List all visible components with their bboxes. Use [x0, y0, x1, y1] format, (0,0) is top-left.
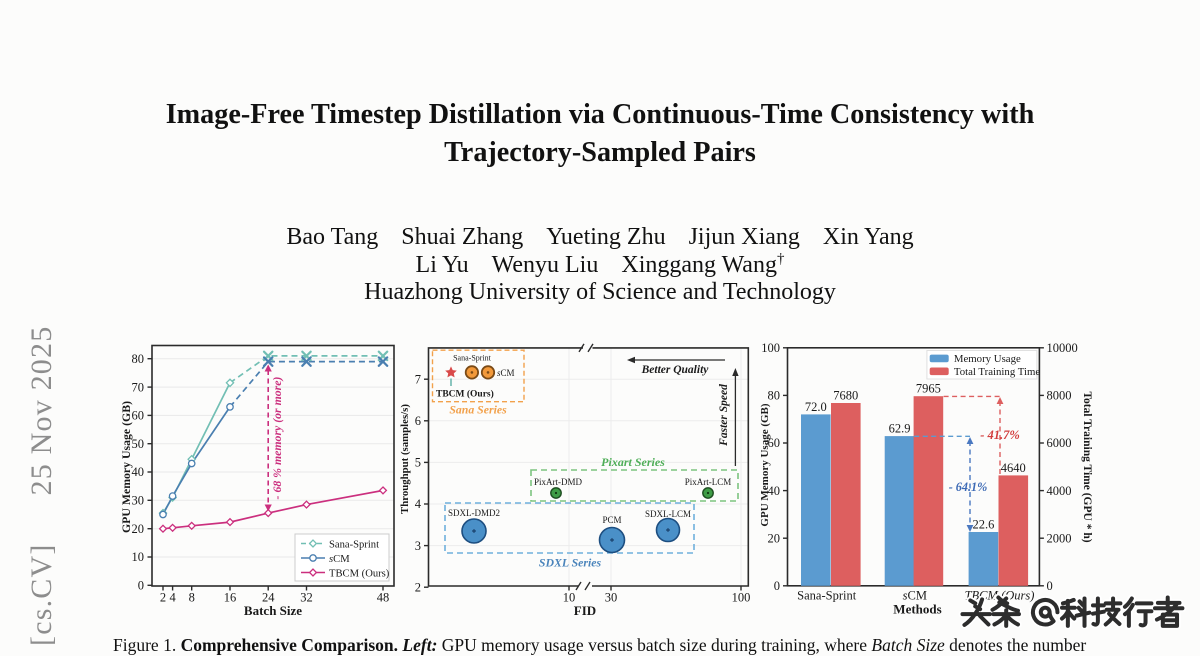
svg-text:100: 100: [732, 591, 751, 605]
svg-text:Faster Speed: Faster Speed: [718, 384, 730, 447]
svg-text:100: 100: [761, 341, 780, 355]
svg-text:2: 2: [160, 591, 166, 605]
svg-text:10: 10: [132, 550, 145, 564]
svg-text:16: 16: [224, 591, 237, 605]
svg-text:PixArt-DMD: PixArt-DMD: [534, 477, 583, 487]
svg-text:Sana Series: Sana Series: [449, 403, 507, 417]
svg-text:60: 60: [768, 436, 781, 450]
svg-text:2: 2: [415, 580, 421, 594]
svg-text:4640: 4640: [1001, 461, 1026, 475]
svg-text:TBCM (Ours): TBCM (Ours): [329, 568, 390, 579]
svg-text:8: 8: [189, 591, 195, 605]
svg-text:5: 5: [415, 456, 421, 470]
svg-text:Sana-Sprint: Sana-Sprint: [329, 539, 379, 550]
svg-text:PixArt-LCM: PixArt-LCM: [685, 477, 732, 487]
svg-text:24: 24: [262, 591, 275, 605]
svg-text:Methods: Methods: [893, 602, 941, 617]
svg-text:Batch Size: Batch Size: [244, 603, 302, 618]
svg-text:3: 3: [415, 539, 421, 553]
svg-text:Throughput (samples/s): Throughput (samples/s): [399, 404, 411, 514]
svg-text:10000: 10000: [1047, 341, 1078, 355]
svg-text:- 64.1%: - 64.1%: [949, 480, 988, 494]
svg-text:Pixart Series: Pixart Series: [601, 455, 665, 469]
svg-text:30: 30: [605, 591, 618, 605]
svg-text:0: 0: [138, 579, 144, 593]
svg-text:48: 48: [377, 591, 390, 605]
svg-text:Better Quality: Better Quality: [641, 364, 710, 376]
svg-text:6: 6: [415, 414, 421, 428]
svg-text:Sana-Sprint: Sana-Sprint: [797, 589, 857, 603]
svg-text:8000: 8000: [1047, 389, 1072, 403]
svg-text:SDXL-LCM: SDXL-LCM: [645, 509, 691, 519]
svg-text:20: 20: [132, 522, 145, 536]
svg-text:40: 40: [768, 484, 781, 498]
svg-text:Memory Usage: Memory Usage: [954, 353, 1021, 365]
svg-text:2000: 2000: [1047, 531, 1072, 545]
svg-text:FID: FID: [574, 603, 596, 618]
svg-text:7680: 7680: [833, 389, 858, 403]
svg-text:sCM: sCM: [329, 554, 350, 565]
svg-text:0: 0: [774, 579, 780, 593]
svg-text:7965: 7965: [916, 382, 941, 396]
svg-text:10: 10: [563, 591, 576, 605]
svg-text:SDXL Series: SDXL Series: [539, 556, 602, 570]
svg-text:GPU Memory Usage (GB): GPU Memory Usage (GB): [759, 403, 771, 526]
svg-text:Total Training Time (GPU * h): Total Training Time (GPU * h): [1081, 391, 1093, 542]
svg-text:62.9: 62.9: [889, 422, 911, 436]
svg-text:30: 30: [132, 494, 145, 508]
svg-text:80: 80: [768, 389, 781, 403]
svg-text:Total Training Time: Total Training Time: [954, 366, 1040, 378]
svg-text:40: 40: [132, 465, 145, 479]
svg-text:50: 50: [132, 437, 145, 451]
svg-text:22.6: 22.6: [972, 518, 994, 532]
svg-text:4: 4: [169, 591, 176, 605]
svg-text:TBCM (Ours): TBCM (Ours): [436, 389, 494, 400]
svg-text:Sana-Sprint: Sana-Sprint: [453, 354, 492, 363]
svg-text:GPU Memory Usage (GB): GPU Memory Usage (GB): [119, 401, 133, 533]
svg-text:- 41.7%: - 41.7%: [980, 428, 1020, 442]
svg-text:70: 70: [132, 380, 145, 394]
svg-text:20: 20: [768, 531, 781, 545]
svg-text:72.0: 72.0: [805, 400, 827, 414]
svg-text:80: 80: [132, 352, 145, 366]
svg-text:- 68 % memory (or more): - 68 % memory (or more): [270, 376, 284, 499]
svg-text:SDXL-DMD2: SDXL-DMD2: [448, 508, 500, 518]
svg-text:sCM: sCM: [903, 589, 927, 603]
svg-text:32: 32: [300, 591, 313, 605]
svg-text:sCM: sCM: [497, 368, 515, 378]
svg-text:PCM: PCM: [602, 515, 621, 525]
svg-text:60: 60: [132, 409, 145, 423]
svg-text:7: 7: [415, 372, 421, 386]
svg-text:4000: 4000: [1047, 484, 1072, 498]
svg-text:4: 4: [415, 497, 422, 511]
svg-text:0: 0: [1047, 579, 1053, 593]
svg-text:6000: 6000: [1047, 436, 1072, 450]
